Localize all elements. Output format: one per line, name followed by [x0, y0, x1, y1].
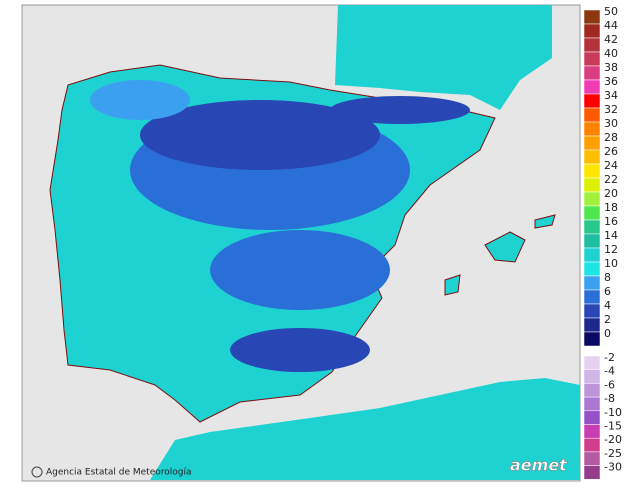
cold-region [210, 230, 390, 310]
legend-label: 24 [604, 159, 618, 172]
legend-label: -15 [604, 420, 622, 433]
legend-swatch [583, 355, 601, 370]
legend-label: 8 [604, 271, 611, 284]
legend-swatch [583, 369, 601, 384]
africa [150, 378, 580, 480]
cold-region [330, 96, 470, 124]
legend-label: 16 [604, 215, 618, 228]
legend-label: 4 [604, 299, 611, 312]
legend-swatch [583, 23, 601, 39]
legend-label: 40 [604, 47, 618, 60]
legend-label: 14 [604, 229, 618, 242]
legend-label: 44 [604, 19, 618, 32]
legend-swatch [583, 177, 601, 193]
legend-label: -10 [604, 406, 622, 419]
legend-swatch [583, 261, 601, 277]
legend-swatch [583, 383, 601, 398]
legend-swatch [583, 65, 601, 81]
legend-label: 28 [604, 131, 618, 144]
legend-swatch [583, 191, 601, 207]
logo: aemet [510, 456, 568, 475]
legend-swatch [583, 451, 601, 466]
legend-label: 30 [604, 117, 618, 130]
legend-label: -8 [604, 392, 615, 405]
legend-swatch [583, 163, 601, 179]
legend-swatch [583, 303, 601, 319]
legend-swatch [583, 275, 601, 291]
legend-swatch [583, 437, 601, 453]
cold-region [140, 100, 380, 170]
legend-swatch [583, 121, 601, 137]
legend-swatch [583, 289, 601, 305]
legend-label: 50 [604, 5, 618, 18]
legend-label: -2 [604, 351, 615, 364]
legend-swatch [583, 135, 601, 151]
legend-swatch [583, 149, 601, 165]
legend-label: 18 [604, 201, 618, 214]
legend-label: 32 [604, 103, 618, 116]
legend-swatch [583, 219, 601, 235]
legend-label: -6 [604, 378, 615, 391]
legend-swatch [583, 93, 601, 109]
legend-label: -20 [604, 433, 622, 446]
legend-label: 20 [604, 187, 618, 200]
legend-label: -30 [604, 461, 622, 474]
legend-label: -4 [604, 365, 615, 378]
legend-label: -25 [604, 447, 622, 460]
legend-label: 36 [604, 75, 618, 88]
legend-label: 26 [604, 145, 618, 158]
legend-label: 38 [604, 61, 618, 74]
legend-swatch [583, 37, 601, 53]
legend-swatch [583, 247, 601, 263]
legend-label: 6 [604, 285, 611, 298]
legend-swatch [583, 9, 601, 25]
ibiza [444, 274, 461, 296]
legend-swatch [583, 233, 601, 249]
legend-swatch [583, 317, 601, 333]
copyright-icon [31, 466, 43, 478]
legend: 5044424038363432302826242220181614121086… [583, 5, 622, 480]
legend-label: 22 [604, 173, 618, 186]
menorca [534, 214, 556, 229]
legend-label: 10 [604, 257, 618, 270]
legend-label: 12 [604, 243, 618, 256]
cold-region [230, 328, 370, 372]
legend-swatch [583, 331, 601, 347]
legend-swatch [583, 205, 601, 221]
legend-swatch [583, 396, 601, 412]
legend-label: 34 [604, 89, 618, 102]
legend-label: 42 [604, 33, 618, 46]
mallorca [484, 231, 526, 263]
legend-swatch [583, 465, 601, 480]
cold-region [90, 80, 190, 120]
legend-label: 0 [604, 327, 611, 340]
agency-name: Agencia Estatal de Meteorología [46, 468, 192, 478]
legend-label: 2 [604, 313, 611, 326]
legend-swatch [583, 107, 601, 123]
france [335, 5, 552, 110]
legend-swatch [583, 51, 601, 67]
legend-swatch [583, 410, 601, 425]
legend-swatch [583, 424, 601, 439]
legend-swatch [583, 79, 601, 95]
